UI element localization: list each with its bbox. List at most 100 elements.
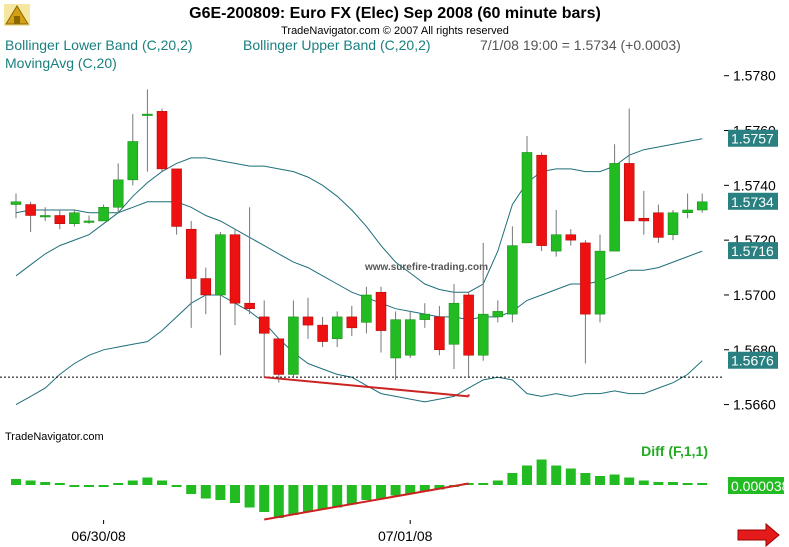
- y-tick-label: 1.5740: [733, 177, 776, 193]
- diff-bar: [142, 477, 153, 485]
- diff-bar: [25, 480, 36, 485]
- candle-series: [10, 89, 708, 383]
- diff-panel: 0.000038: [11, 459, 789, 521]
- candle-body-up: [521, 152, 533, 244]
- diff-bar: [682, 483, 693, 485]
- legend-moving-avg: MovingAvg (C,20): [5, 55, 117, 71]
- candle: [623, 108, 635, 222]
- candle: [507, 226, 518, 323]
- price-tag-box: [728, 192, 778, 210]
- copyright-text: TradeNavigator.com © 2007 All rights res…: [281, 25, 509, 37]
- lower-band-line: [15, 294, 703, 406]
- candle: [667, 210, 679, 241]
- candle: [127, 114, 139, 186]
- price-tag-box: [728, 351, 778, 369]
- candle-body-down: [346, 316, 358, 329]
- candle-body-up: [142, 113, 153, 116]
- diff-bar: [303, 485, 313, 512]
- candle: [594, 234, 606, 323]
- candle: [492, 300, 504, 323]
- candle-body-down: [244, 302, 255, 309]
- legend-upper-band: Bollinger Upper Band (C,20,2): [243, 37, 431, 53]
- candle-body-up: [609, 163, 620, 252]
- price-tag-label: 1.5757: [731, 131, 774, 147]
- candle: [98, 204, 109, 222]
- candle-body-up: [39, 215, 51, 218]
- candle: [69, 210, 80, 227]
- candle-body-down: [273, 338, 285, 375]
- candle-body-up: [492, 311, 504, 318]
- candle-body-up: [288, 316, 299, 375]
- y-tick-label: 1.5780: [733, 68, 776, 84]
- diff-bar: [113, 483, 124, 485]
- diff-bar: [361, 485, 372, 500]
- candle-body-down: [25, 204, 36, 216]
- candle: [521, 136, 533, 244]
- candle: [258, 300, 270, 378]
- y-tick-label: 1.5700: [733, 287, 776, 303]
- upper-band-line: [15, 138, 703, 293]
- price-tag-box: [728, 242, 778, 260]
- candle: [142, 89, 153, 172]
- diff-bar: [624, 477, 635, 485]
- x-tick-label: 07/01/08: [378, 528, 433, 544]
- candle: [448, 284, 460, 369]
- diff-bar: [215, 485, 226, 500]
- diff-bar: [200, 485, 211, 499]
- diff-bar: [551, 465, 562, 485]
- diff-bar: [332, 485, 343, 508]
- diff-bar: [259, 485, 270, 512]
- candle: [390, 311, 401, 380]
- scroll-right-arrow-icon[interactable]: [737, 522, 780, 547]
- diff-bar: [507, 473, 518, 485]
- brand-footer: TradeNavigator.com: [5, 431, 104, 443]
- diff-bar: [230, 485, 240, 503]
- candle-body-up: [404, 319, 416, 356]
- candle-body-up: [98, 207, 109, 222]
- candle-body-up: [331, 316, 343, 340]
- candle: [536, 152, 547, 252]
- candle: [565, 229, 577, 246]
- diff-bar: [405, 485, 416, 494]
- candle: [580, 240, 591, 364]
- y-tick-label: 1.5660: [733, 397, 776, 413]
- diff-bar: [317, 485, 328, 509]
- candle: [361, 286, 372, 334]
- diff-bar: [376, 485, 386, 499]
- candle: [10, 193, 22, 219]
- diff-bar: [638, 480, 649, 485]
- candle-body-up: [682, 209, 693, 213]
- diff-bar: [609, 474, 620, 485]
- diff-bar: [273, 485, 284, 518]
- diff-bar: [171, 485, 182, 487]
- candle-body-up: [696, 201, 708, 211]
- candle: [375, 286, 387, 353]
- diff-bar: [40, 482, 51, 485]
- candle: [463, 292, 474, 378]
- candle-body-down: [536, 154, 547, 246]
- diff-bar: [346, 485, 357, 505]
- brand-logo-icon: [4, 4, 30, 26]
- candle: [273, 338, 285, 383]
- diff-bar: [492, 480, 503, 485]
- diff-divergence-line: [264, 482, 469, 521]
- candle-body-up: [550, 234, 562, 252]
- diff-bar: [522, 465, 532, 485]
- diff-bar: [478, 483, 489, 485]
- candle: [404, 311, 416, 358]
- last-price-tags: 1.5757 1.5734 1.5716 1.5676: [728, 129, 778, 369]
- candle: [434, 305, 445, 356]
- diff-bar: [434, 485, 445, 490]
- candle: [346, 305, 358, 337]
- diff-bar: [697, 483, 708, 485]
- diff-bar: [565, 468, 576, 485]
- candle: [682, 193, 693, 219]
- price-tag-box: [728, 129, 778, 147]
- diff-value-box: [728, 477, 784, 494]
- candle: [317, 316, 328, 348]
- candle-body-up: [419, 313, 431, 320]
- candle: [39, 207, 51, 221]
- candle-body-down: [375, 291, 387, 331]
- candle-body-down: [302, 316, 314, 326]
